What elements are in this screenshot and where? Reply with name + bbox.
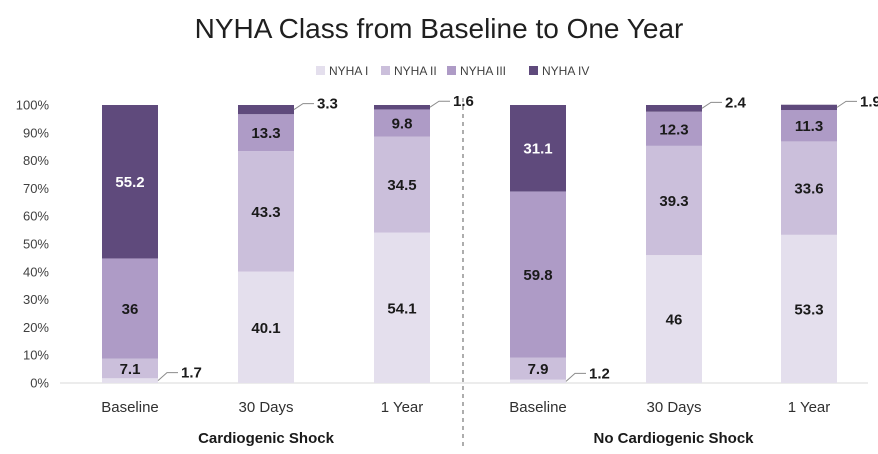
data-label: 40.1: [251, 320, 280, 337]
x-tick-label: 30 Days: [238, 399, 293, 416]
data-label: 39.3: [659, 193, 688, 210]
y-tick-label: 40%: [23, 264, 49, 279]
y-tick-label: 10%: [23, 348, 49, 363]
x-tick-label: Baseline: [101, 399, 159, 416]
y-tick-label: 30%: [23, 292, 49, 307]
data-label: 36: [122, 301, 139, 318]
leader-line: [293, 103, 314, 111]
bar-segment-nyha-iv: [646, 105, 702, 112]
bar-segment-nyha-ii: [781, 141, 837, 235]
data-label: 12.3: [659, 121, 688, 138]
leader-line: [836, 100, 857, 108]
data-label: 13.3: [251, 125, 280, 142]
chart-title: NYHA Class from Baseline to One Year: [195, 13, 684, 44]
bar-segment-nyha-i: [102, 378, 158, 383]
group-label: Cardiogenic Shock: [198, 430, 335, 447]
data-label: 11.3: [795, 118, 823, 135]
x-tick-label: 1 Year: [788, 399, 831, 416]
bar-segment-nyha-iii: [646, 111, 702, 146]
data-label: 3.3: [317, 96, 338, 113]
group-label: No Cardiogenic Shock: [593, 430, 754, 447]
bar-segment-nyha-ii: [238, 151, 294, 272]
leader-line: [429, 100, 450, 108]
bar-segment-nyha-ii: [374, 136, 430, 233]
legend-label: NYHA III: [460, 64, 506, 78]
legend-label: NYHA I: [329, 64, 368, 78]
leader-line: [157, 372, 178, 382]
y-tick-label: 70%: [23, 181, 49, 196]
data-label: 33.6: [794, 181, 823, 198]
y-tick-label: 90%: [23, 125, 49, 140]
leader-line: [701, 101, 722, 109]
bar-segment-nyha-i: [646, 255, 702, 383]
y-tick-label: 0%: [30, 376, 49, 391]
data-label: 9.8: [392, 116, 413, 133]
bar-segment-nyha-i: [238, 271, 294, 383]
bar-segment-nyha-ii: [646, 145, 702, 256]
leader-line: [565, 372, 586, 382]
bar-segment-nyha-i: [781, 234, 837, 383]
bars: 1.7 7.1 36 55.2 40.1 43.3 13.3 3.3 54.1 34.5 9.8 1.…: [102, 93, 878, 383]
data-label: 31.1: [523, 141, 552, 158]
data-label: 55.2: [115, 174, 144, 191]
bar-segment-nyha-ii: [510, 357, 566, 380]
y-axis: 0% 10% 20% 30% 40% 50% 60% 70% 80% 90% 100%: [16, 98, 868, 391]
data-label: 43.3: [251, 204, 280, 221]
x-tick-label: 1 Year: [381, 399, 424, 416]
legend-swatch-nyha-i: [316, 66, 325, 75]
data-label: 1.7: [181, 365, 202, 382]
y-tick-label: 100%: [16, 98, 50, 113]
y-tick-label: 60%: [23, 209, 49, 224]
x-tick-label: 30 Days: [646, 399, 701, 416]
legend: NYHA I NYHA II NYHA III NYHA IV: [316, 64, 589, 78]
bar-segment-nyha-iii: [238, 114, 294, 152]
bar-segment-nyha-iv: [102, 105, 158, 259]
legend-swatch-nyha-iv: [529, 66, 538, 75]
data-label: 1.9: [860, 93, 878, 110]
bar-segment-nyha-iii: [510, 191, 566, 358]
data-label: 1.2: [589, 365, 610, 382]
data-label: 2.4: [725, 94, 747, 111]
data-label: 59.8: [523, 267, 552, 284]
data-label: 46: [666, 312, 683, 329]
bar-segment-nyha-iii: [374, 109, 430, 137]
y-tick-label: 20%: [23, 320, 49, 335]
legend-swatch-nyha-iii: [447, 66, 456, 75]
bar-segment-nyha-iv: [238, 105, 294, 115]
x-axis: Baseline 30 Days 1 Year Cardiogenic Shock Ba…: [101, 399, 830, 447]
legend-label: NYHA II: [394, 64, 437, 78]
y-tick-label: 50%: [23, 237, 49, 252]
bar-segment-nyha-i: [510, 379, 566, 383]
x-tick-label: Baseline: [509, 399, 567, 416]
legend-label: NYHA IV: [542, 64, 589, 78]
data-label: 54.1: [387, 300, 416, 317]
bar-segment-nyha-iv: [510, 105, 566, 192]
data-label: 53.3: [794, 301, 823, 318]
legend-swatch-nyha-ii: [381, 66, 390, 75]
bar-segment-nyha-iii: [781, 110, 837, 142]
bar-segment-nyha-iv: [781, 104, 837, 111]
data-label: 34.5: [387, 177, 416, 194]
bar-segment-nyha-i: [374, 232, 430, 383]
data-label: 7.9: [528, 361, 549, 378]
bar-segment-nyha-iv: [374, 105, 430, 110]
bar-segment-nyha-iii: [102, 258, 158, 359]
y-tick-label: 80%: [23, 153, 49, 168]
bar-segment-nyha-ii: [102, 358, 158, 379]
data-label: 7.1: [120, 361, 141, 378]
